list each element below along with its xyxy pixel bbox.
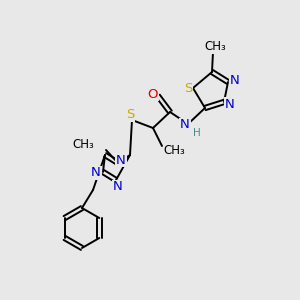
Text: S: S bbox=[126, 109, 134, 122]
Text: S: S bbox=[184, 82, 192, 94]
Text: N: N bbox=[91, 167, 101, 179]
Text: N: N bbox=[116, 154, 126, 166]
Text: H: H bbox=[193, 128, 201, 138]
Text: CH₃: CH₃ bbox=[72, 139, 94, 152]
Text: N: N bbox=[230, 74, 240, 88]
Text: N: N bbox=[225, 98, 235, 110]
Text: O: O bbox=[148, 88, 158, 100]
Text: N: N bbox=[180, 118, 190, 131]
Text: CH₃: CH₃ bbox=[163, 143, 185, 157]
Text: N: N bbox=[113, 181, 123, 194]
Text: CH₃: CH₃ bbox=[204, 40, 226, 53]
